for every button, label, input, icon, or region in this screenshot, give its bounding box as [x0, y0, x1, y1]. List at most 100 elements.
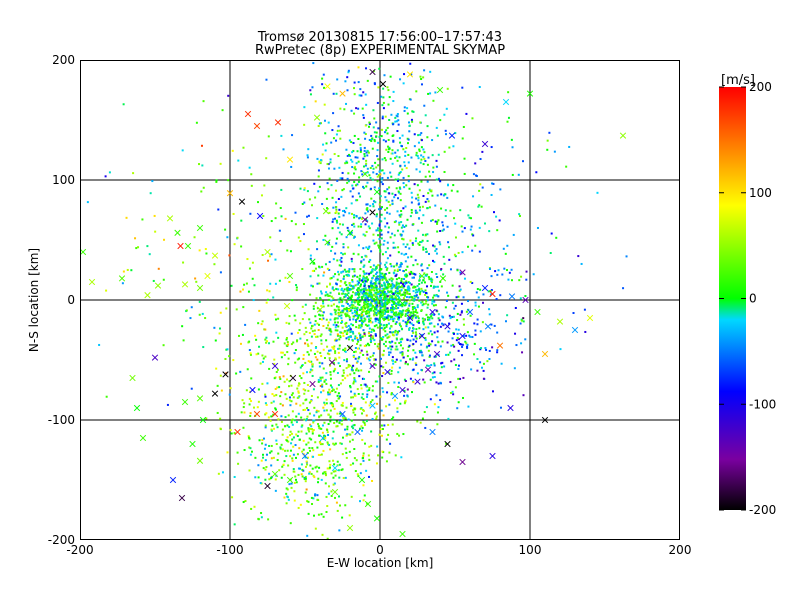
- dot-point: [340, 442, 343, 445]
- dot-point: [404, 150, 407, 153]
- dot-point: [319, 162, 322, 165]
- dot-point: [399, 171, 402, 174]
- dot-point: [332, 297, 335, 300]
- dot-point: [412, 290, 415, 293]
- dot-point: [340, 260, 343, 263]
- dot-point: [411, 196, 414, 199]
- dot-point: [500, 362, 503, 365]
- dot-point: [390, 283, 393, 286]
- dot-point: [459, 377, 462, 380]
- cross-point: [481, 140, 489, 148]
- dot-point: [289, 449, 292, 452]
- dot-point: [226, 451, 229, 454]
- dot-point: [433, 300, 436, 303]
- dot-point: [389, 171, 392, 174]
- dot-point: [352, 396, 355, 399]
- dot-point: [362, 484, 365, 487]
- dot-point: [449, 268, 452, 271]
- dot-point: [339, 223, 342, 226]
- dot-point: [407, 121, 410, 124]
- dot-point: [417, 134, 420, 137]
- dot-point: [326, 441, 329, 444]
- dot-point: [324, 234, 327, 237]
- dot-point: [381, 294, 384, 297]
- cross-point: [256, 212, 264, 220]
- dot-point: [441, 340, 444, 343]
- dot-point: [351, 330, 354, 333]
- dot-point: [302, 408, 305, 411]
- dot-point: [378, 275, 381, 278]
- dot-point: [389, 204, 392, 207]
- dot-point: [377, 312, 380, 315]
- dot-point: [307, 148, 310, 151]
- dot-point: [323, 401, 326, 404]
- dot-point: [415, 337, 418, 340]
- dot-point: [435, 252, 438, 255]
- dot-point: [313, 514, 316, 517]
- dot-point: [420, 139, 423, 142]
- dot-point: [327, 413, 330, 416]
- dot-point: [325, 398, 328, 401]
- dot-point: [418, 279, 421, 282]
- cross-point: [322, 208, 330, 215]
- dot-point: [403, 164, 406, 167]
- dot-point: [332, 370, 335, 373]
- dot-point: [395, 281, 398, 284]
- dot-point: [317, 513, 320, 516]
- dot-point: [331, 346, 334, 349]
- dot-point: [340, 195, 343, 198]
- dot-point: [305, 398, 308, 401]
- dot-point: [372, 328, 375, 331]
- dot-point: [369, 308, 372, 311]
- dot-point: [310, 394, 313, 397]
- dot-point: [466, 331, 469, 334]
- dot-point: [374, 278, 377, 281]
- dot-point: [229, 387, 232, 390]
- dot-point: [358, 314, 361, 317]
- dot-point: [329, 318, 332, 321]
- dot-point: [249, 352, 252, 355]
- dot-point: [518, 279, 521, 282]
- dot-point: [273, 362, 276, 365]
- dot-point: [287, 363, 290, 366]
- dot-point: [518, 213, 521, 216]
- dot-point: [452, 393, 455, 396]
- dot-point: [377, 321, 380, 324]
- dot-point: [479, 330, 482, 333]
- dot-point: [362, 91, 365, 94]
- dot-point: [422, 248, 425, 251]
- dot-point: [431, 340, 434, 343]
- dot-point: [370, 365, 373, 368]
- dot-point: [400, 327, 403, 330]
- dot-point: [153, 214, 156, 217]
- dot-point: [264, 393, 267, 396]
- dot-point: [387, 310, 390, 313]
- dot-point: [349, 326, 352, 329]
- dot-point: [337, 495, 340, 498]
- dot-point: [368, 227, 371, 230]
- dot-point: [314, 356, 317, 359]
- dot-point: [420, 368, 423, 371]
- cross-point: [489, 452, 496, 460]
- dot-point: [313, 269, 316, 272]
- dot-point: [416, 372, 419, 375]
- dot-point: [248, 446, 251, 449]
- dot-point: [374, 284, 377, 287]
- cross-point: [177, 242, 184, 250]
- dot-point: [319, 376, 322, 379]
- dot-point: [351, 280, 354, 283]
- dot-point: [384, 115, 387, 118]
- dot-point: [340, 256, 343, 259]
- dot-point: [364, 287, 367, 290]
- dot-point: [353, 268, 356, 271]
- dot-point: [420, 309, 423, 312]
- cross-point: [271, 410, 279, 418]
- dot-point: [237, 159, 240, 162]
- dot-point: [411, 120, 414, 123]
- dot-point: [346, 302, 349, 305]
- dot-point: [392, 246, 395, 249]
- dot-point: [310, 327, 313, 330]
- dot-point: [429, 343, 432, 346]
- dot-point: [384, 225, 387, 228]
- dot-point: [379, 169, 382, 172]
